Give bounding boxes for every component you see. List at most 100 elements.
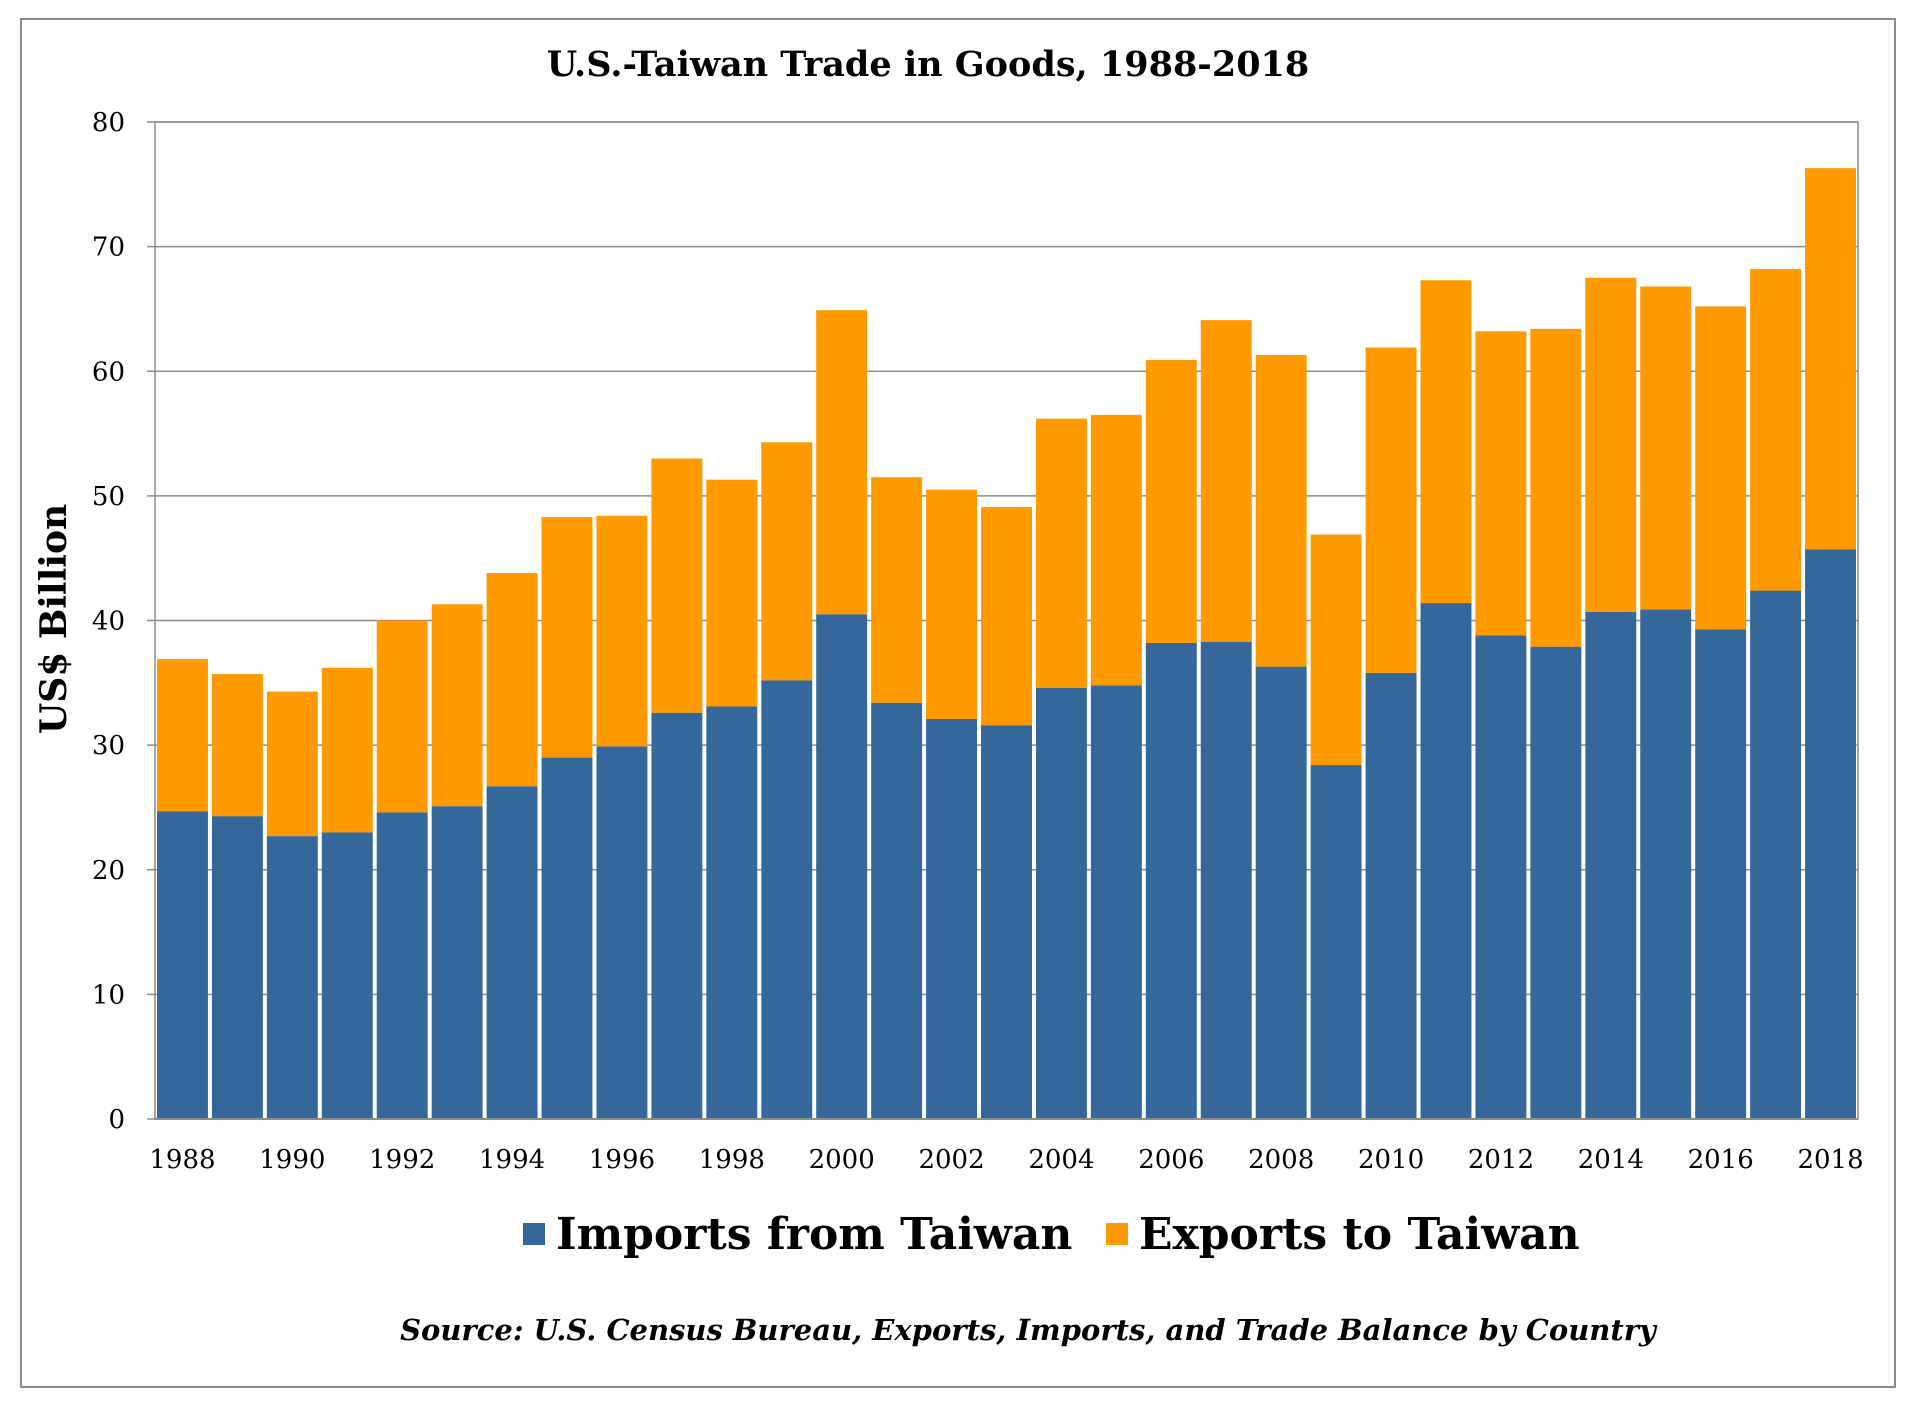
x-tick-label: 2008 [1248,1145,1314,1175]
bar-imports-2000 [816,614,868,1119]
bar-exports-1990 [266,691,318,837]
bar-imports-2014 [1585,611,1637,1119]
y-tick-label: 30 [92,731,125,761]
bar-imports-1997 [651,712,703,1119]
bar-imports-1992 [376,812,428,1119]
bar-imports-2002 [926,718,978,1119]
y-tick-label: 70 [92,233,125,263]
x-tick-label: 1992 [369,1145,435,1175]
bar-exports-2018 [1805,168,1856,550]
bar-imports-1991 [321,832,373,1119]
bar-exports-1997 [651,458,703,713]
bar-exports-1988 [157,659,208,812]
bar-exports-2000 [816,310,868,615]
bar-exports-2003 [981,507,1032,726]
bar-exports-2011 [1420,280,1472,604]
bar-imports-2004 [1035,687,1087,1119]
bar-imports-2011 [1420,603,1472,1119]
legend-label-exports: Exports to Taiwan [1139,1209,1580,1260]
bar-exports-1998 [706,479,758,707]
bar-exports-1995 [541,517,593,758]
x-tick-label: 1998 [699,1145,765,1175]
x-tick-label: 1994 [479,1145,545,1175]
x-axis-ticks: 1988 1990 1992 1994 1996 1998 2000 2002 2004 2006… [149,1145,1863,1175]
bar-exports-2014 [1585,277,1637,612]
source-note: Source: U.S. Census Bureau, Exports, Imp… [400,1313,1658,1347]
bar-imports-1996 [596,746,648,1119]
bar-exports-2006 [1145,360,1197,643]
bar-imports-2003 [981,725,1032,1119]
bar-exports-1989 [211,674,263,817]
bar-imports-1993 [431,806,483,1119]
legend-swatch-exports [1106,1223,1128,1245]
bar-imports-1995 [541,757,593,1119]
bar-imports-2005 [1090,685,1142,1119]
x-tick-label: 2000 [809,1145,875,1175]
bar-imports-2017 [1750,590,1802,1119]
y-tick-label: 10 [92,980,125,1010]
bar-exports-1999 [761,442,813,681]
legend-swatch-imports [523,1223,545,1245]
bar-imports-2006 [1145,642,1197,1119]
x-tick-label: 2018 [1797,1145,1863,1175]
bars [155,168,1858,1120]
bar-imports-1990 [266,836,318,1119]
y-tick-label: 50 [92,482,125,512]
bar-exports-2009 [1310,534,1362,766]
bar-exports-2015 [1640,286,1692,610]
x-tick-label: 2014 [1578,1145,1644,1175]
y-axis-title: US$ Billion [33,504,75,734]
y-tick-label: 0 [108,1105,125,1135]
bar-exports-2007 [1200,320,1252,642]
bar-imports-2001 [871,702,923,1119]
bar-imports-1988 [157,811,208,1119]
bar-exports-1994 [486,573,538,787]
x-tick-label: 1988 [149,1145,215,1175]
bar-exports-2016 [1695,306,1747,630]
bar-exports-2001 [871,477,923,703]
bar-exports-2012 [1475,331,1527,636]
bar-exports-2008 [1255,355,1307,667]
x-tick-label: 1990 [259,1145,325,1175]
bar-exports-2017 [1750,269,1802,591]
x-tick-label: 2006 [1138,1145,1204,1175]
chart-title: U.S.-Taiwan Trade in Goods, 1988-2018 [547,44,1310,85]
bar-imports-1999 [761,680,813,1119]
bar-imports-2008 [1255,666,1307,1119]
bar-exports-1991 [321,667,373,833]
x-tick-label: 2002 [918,1145,984,1175]
bar-imports-2007 [1200,641,1252,1119]
x-tick-label: 1996 [589,1145,655,1175]
y-tick-label: 40 [92,607,125,637]
y-tick-label: 20 [92,856,125,886]
bar-exports-2013 [1530,328,1582,647]
y-tick-label: 80 [92,108,125,138]
y-tick-label: 60 [92,357,125,387]
bar-exports-1996 [596,515,648,747]
x-tick-label: 2016 [1688,1145,1754,1175]
legend: Imports from Taiwan Exports to Taiwan [523,1209,1580,1260]
y-axis-ticks: 0 10 20 30 40 50 60 70 80 [92,108,155,1135]
legend-label-imports: Imports from Taiwan [556,1209,1072,1260]
x-tick-label: 2012 [1468,1145,1534,1175]
chart-svg: U.S.-Taiwan Trade in Goods, 1988-2018 01… [33,44,1864,1347]
bar-imports-1994 [486,786,538,1119]
bar-imports-2012 [1475,635,1527,1119]
bar-exports-2005 [1090,414,1142,686]
bar-exports-1992 [376,620,428,813]
bar-exports-2004 [1035,418,1087,688]
bar-imports-2015 [1640,609,1692,1119]
bar-imports-1989 [211,816,263,1119]
bar-imports-2009 [1310,765,1362,1119]
bar-exports-2002 [926,489,978,719]
bar-imports-2013 [1530,646,1582,1119]
bar-exports-1993 [431,604,483,807]
bar-exports-2010 [1365,347,1417,673]
bar-imports-1998 [706,706,758,1119]
x-tick-label: 2004 [1028,1145,1094,1175]
bar-imports-2016 [1695,629,1747,1119]
x-tick-label: 2010 [1358,1145,1424,1175]
bar-imports-2018 [1805,549,1856,1119]
bar-imports-2010 [1365,672,1417,1119]
